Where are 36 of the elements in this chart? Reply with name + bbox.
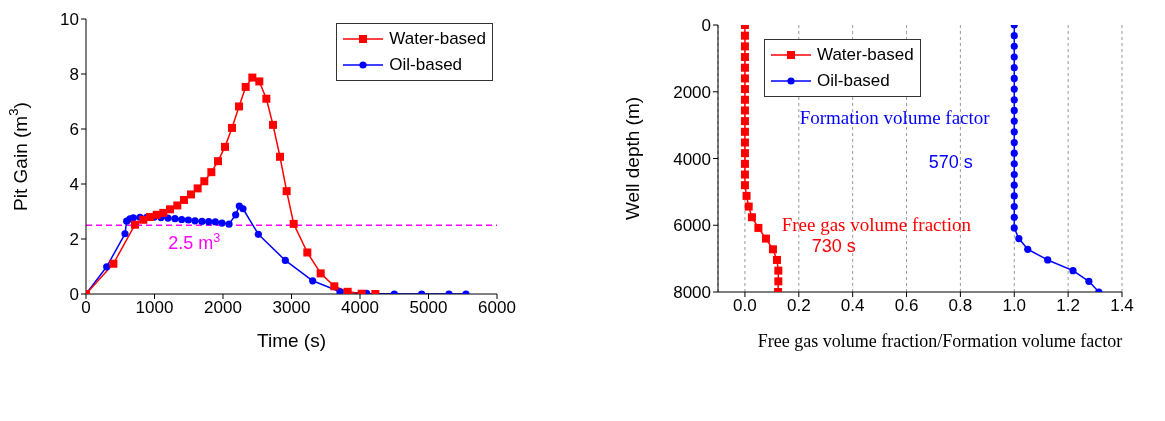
legend-label: Water-based [817, 45, 914, 65]
annotation: 730 s [811, 235, 856, 256]
y-tick-label: 10 [60, 10, 79, 30]
x-tick-label: 0.0 [733, 296, 757, 316]
y-tick-label: 4 [69, 175, 79, 195]
x-tick-label: 1.0 [1002, 296, 1027, 316]
y-tick-label: 0 [701, 16, 711, 36]
y-tick-label: 6000 [673, 216, 711, 236]
y-tick-label: 8000 [673, 283, 711, 303]
x-axis-title: Free gas volume fraction/Formation volume factor [757, 331, 1123, 351]
legend-label: Oil-based [389, 55, 463, 75]
x-axis-title: Time (s) [257, 330, 326, 351]
ref-line-label: 2.5 m$^{3}$ [168, 231, 221, 254]
y-tick-label: 2 [69, 230, 79, 250]
x-tick-label: 2000 [204, 298, 242, 318]
y-tick-label: 4000 [673, 149, 711, 169]
y-tick-label: 8 [69, 65, 79, 85]
x-tick-label: 0.6 [894, 296, 919, 316]
x-tick-label: 0.8 [948, 296, 973, 316]
x-tick-label: 5000 [409, 298, 448, 318]
x-tick-label: 0.4 [840, 296, 865, 316]
x-tick-label: 4000 [341, 298, 379, 318]
legend-label: Oil-based [817, 71, 890, 91]
x-tick-label: 1000 [135, 298, 174, 318]
y-tick-label: 6 [69, 120, 79, 140]
x-tick-label: 6000 [478, 298, 516, 318]
x-tick-label: 3000 [272, 298, 311, 318]
annotation: Free gas volume fraction [781, 214, 972, 236]
annotation: Formation volume factor [799, 107, 991, 129]
x-tick-label: 1.4 [1110, 296, 1134, 316]
y-tick-label: 2000 [673, 82, 711, 102]
x-tick-label: 1.2 [1056, 296, 1080, 316]
x-tick-label: 0.2 [786, 296, 811, 316]
annotation: 570 s [928, 151, 973, 172]
legend-label: Water-based [389, 29, 486, 49]
y-axis-title: Well depth (m) [622, 96, 644, 221]
